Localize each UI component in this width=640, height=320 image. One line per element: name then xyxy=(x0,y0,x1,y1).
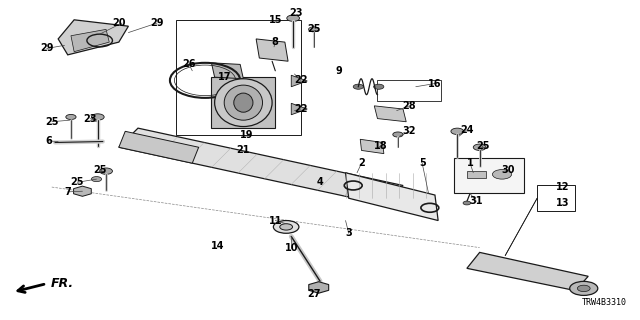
Text: 25: 25 xyxy=(307,24,321,34)
Circle shape xyxy=(463,201,470,205)
Text: 21: 21 xyxy=(237,146,250,156)
Text: 23: 23 xyxy=(83,114,97,124)
Text: FR.: FR. xyxy=(51,277,74,290)
Text: 25: 25 xyxy=(93,164,106,174)
Polygon shape xyxy=(291,75,307,87)
Polygon shape xyxy=(360,139,384,154)
Bar xyxy=(378,80,442,101)
Text: 14: 14 xyxy=(211,241,225,251)
Polygon shape xyxy=(467,171,486,178)
Text: 20: 20 xyxy=(112,18,125,28)
Polygon shape xyxy=(346,173,438,220)
Text: 5: 5 xyxy=(419,158,426,168)
Text: 1: 1 xyxy=(467,158,474,168)
Polygon shape xyxy=(291,103,307,115)
Circle shape xyxy=(308,27,319,32)
Polygon shape xyxy=(74,186,92,196)
Circle shape xyxy=(374,84,384,89)
Polygon shape xyxy=(211,63,243,79)
Circle shape xyxy=(92,114,104,120)
Polygon shape xyxy=(119,128,403,204)
Circle shape xyxy=(353,84,364,89)
Text: 19: 19 xyxy=(240,130,253,140)
Text: 23: 23 xyxy=(289,8,303,19)
Circle shape xyxy=(273,220,299,233)
Circle shape xyxy=(577,285,590,292)
Text: 3: 3 xyxy=(346,228,352,238)
Text: 30: 30 xyxy=(502,164,515,174)
Bar xyxy=(176,20,301,134)
Text: 13: 13 xyxy=(556,198,570,208)
Text: 22: 22 xyxy=(294,104,308,114)
Text: 12: 12 xyxy=(556,182,570,192)
Text: 24: 24 xyxy=(460,125,474,135)
Text: 2: 2 xyxy=(358,158,365,168)
Text: 25: 25 xyxy=(70,177,84,187)
Circle shape xyxy=(492,170,511,179)
Polygon shape xyxy=(256,39,288,61)
Circle shape xyxy=(451,128,464,134)
Circle shape xyxy=(287,15,300,21)
Text: 29: 29 xyxy=(40,44,53,53)
Text: 18: 18 xyxy=(374,141,387,151)
Text: 29: 29 xyxy=(150,18,164,28)
Text: 7: 7 xyxy=(65,187,71,197)
Polygon shape xyxy=(211,77,275,128)
Text: 10: 10 xyxy=(285,243,298,252)
Bar xyxy=(537,186,575,211)
Text: 22: 22 xyxy=(294,75,308,85)
Text: 17: 17 xyxy=(218,72,231,82)
Polygon shape xyxy=(374,106,406,122)
Circle shape xyxy=(66,115,76,120)
Polygon shape xyxy=(467,252,588,291)
Circle shape xyxy=(280,224,292,230)
Text: 27: 27 xyxy=(307,289,321,299)
Circle shape xyxy=(570,281,598,295)
Text: 15: 15 xyxy=(269,15,282,25)
Text: 28: 28 xyxy=(403,101,416,111)
Text: 6: 6 xyxy=(45,136,52,146)
Text: 11: 11 xyxy=(269,216,282,226)
Ellipse shape xyxy=(234,93,253,112)
Polygon shape xyxy=(58,20,129,55)
Text: 26: 26 xyxy=(182,60,196,69)
Polygon shape xyxy=(119,131,198,163)
Circle shape xyxy=(393,132,403,137)
Bar xyxy=(454,158,524,194)
Text: 25: 25 xyxy=(45,117,58,127)
Ellipse shape xyxy=(224,85,262,120)
Text: TRW4B3310: TRW4B3310 xyxy=(582,298,627,307)
Text: 8: 8 xyxy=(272,37,279,47)
Text: 16: 16 xyxy=(428,78,442,89)
Text: 32: 32 xyxy=(403,126,416,136)
Circle shape xyxy=(473,144,486,150)
Polygon shape xyxy=(308,282,329,293)
Circle shape xyxy=(100,168,113,174)
Ellipse shape xyxy=(214,79,272,126)
Text: 31: 31 xyxy=(470,196,483,206)
Text: 25: 25 xyxy=(476,141,490,151)
Text: 4: 4 xyxy=(317,177,323,187)
Circle shape xyxy=(92,177,102,182)
Polygon shape xyxy=(71,29,109,52)
Text: 9: 9 xyxy=(336,66,342,76)
